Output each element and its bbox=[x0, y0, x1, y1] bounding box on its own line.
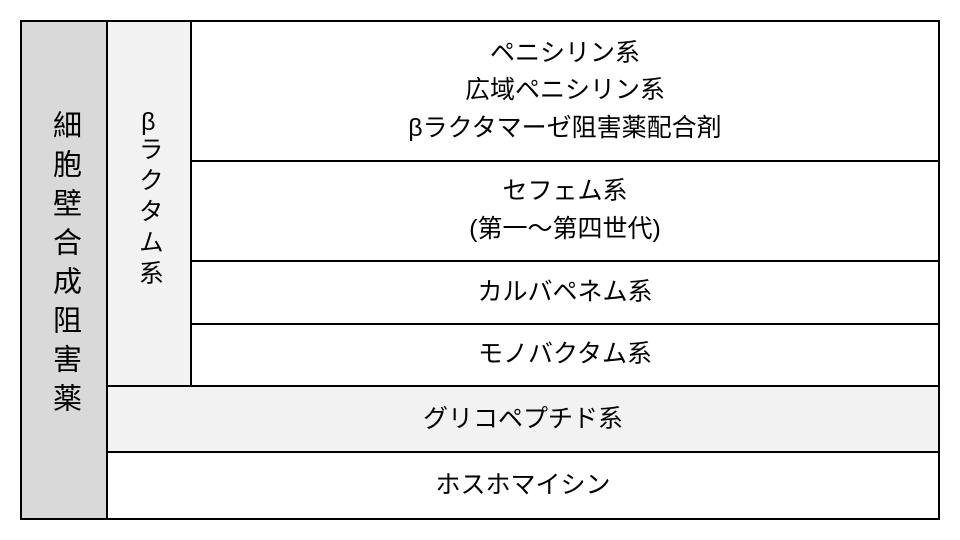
cephem-line1: セフェム系 bbox=[202, 173, 928, 211]
classification-table-wrapper: 細胞壁合成阻害薬 βラクタム系 ペニシリン系 広域ペニシリン系 βラクタマーゼ阻… bbox=[20, 20, 940, 520]
penicillin-line2: 広域ペニシリン系 bbox=[202, 72, 928, 110]
carbapenem-cell: カルバペネム系 bbox=[191, 261, 939, 323]
penicillin-line3: βラクタマーゼ阻害薬配合剤 bbox=[202, 110, 928, 148]
table-row: 細胞壁合成阻害薬 βラクタム系 ペニシリン系 広域ペニシリン系 βラクタマーゼ阻… bbox=[21, 21, 939, 161]
beta-char: β bbox=[129, 108, 168, 136]
cephem-line2: (第一〜第四世代) bbox=[202, 211, 928, 249]
left-category-label: 細胞壁合成阻害薬 bbox=[42, 110, 87, 422]
fosfomycin-cell: ホスホマイシン bbox=[107, 452, 939, 519]
monobactam-cell: モノバクタム系 bbox=[191, 324, 939, 386]
classification-table: 細胞壁合成阻害薬 βラクタム系 ペニシリン系 広域ペニシリン系 βラクタマーゼ阻… bbox=[20, 20, 940, 520]
glycopeptide-cell: グリコペプチド系 bbox=[107, 386, 939, 453]
mid-category-cell: βラクタム系 bbox=[107, 21, 191, 386]
left-category-cell: 細胞壁合成阻害薬 bbox=[21, 21, 107, 519]
cephem-cell: セフェム系 (第一〜第四世代) bbox=[191, 161, 939, 262]
mid-category-text: ラクタム系 bbox=[135, 136, 163, 291]
table-row: ホスホマイシン bbox=[21, 452, 939, 519]
table-row: グリコペプチド系 bbox=[21, 386, 939, 453]
penicillin-cell: ペニシリン系 広域ペニシリン系 βラクタマーゼ阻害薬配合剤 bbox=[191, 21, 939, 161]
penicillin-line1: ペニシリン系 bbox=[202, 35, 928, 73]
mid-category-label: βラクタム系 bbox=[130, 108, 169, 291]
